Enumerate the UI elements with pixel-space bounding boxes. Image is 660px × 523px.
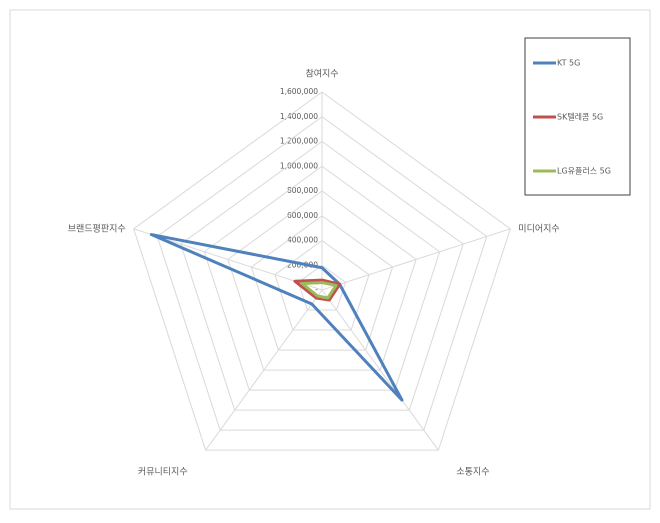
y-tick-label: 1,400,000 [280, 112, 318, 121]
grid-line [133, 91, 511, 451]
grid-line [156, 116, 488, 431]
y-tick-label: 1,200,000 [280, 137, 318, 146]
y-tick-label: 1,600,000 [280, 87, 318, 96]
grid-line [203, 165, 441, 391]
y-tick-label: 400,000 [287, 236, 318, 245]
category-label: 참여지수 [305, 68, 338, 80]
grid-line [227, 190, 417, 371]
grid-line [180, 140, 464, 411]
grid-line [250, 215, 394, 351]
category-label: 소통지수 [456, 467, 489, 478]
series-line [149, 233, 404, 402]
category-label: 커뮤니티지수 [138, 467, 188, 478]
grid-line [274, 239, 370, 331]
legend-label: SK텔레콤 5G [557, 113, 603, 122]
y-tick-label: 800,000 [287, 186, 318, 195]
axis-line [321, 289, 439, 451]
legend-label: KT 5G [557, 59, 580, 68]
y-tick-label: 1,000,000 [280, 161, 318, 170]
category-label: 브랜드평판지수 [68, 223, 126, 234]
series-line [293, 278, 342, 302]
y-tick-label: - [315, 285, 318, 294]
legend-label: LG유플러스 5G [557, 167, 611, 176]
series-line [300, 281, 338, 300]
axis-line [205, 289, 323, 451]
y-tick-label: 600,000 [287, 211, 318, 220]
axis-line [321, 228, 511, 291]
category-label: 미디어지수 [518, 223, 559, 234]
